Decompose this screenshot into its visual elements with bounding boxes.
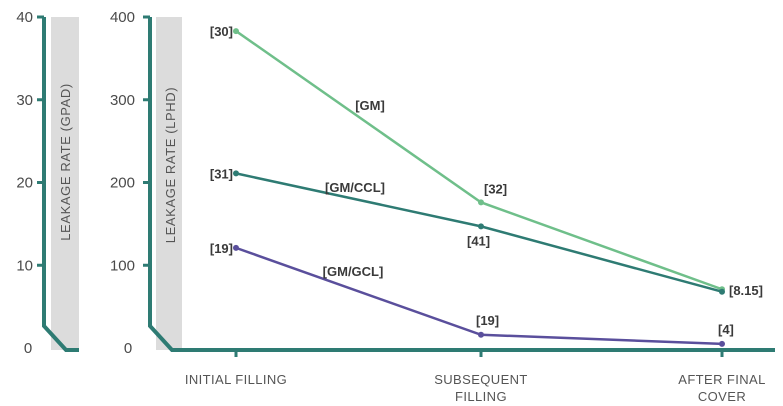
x-category-label: INITIAL FILLING [185,372,287,387]
left-tick-label: 40 [16,9,33,26]
data-point [478,223,484,230]
x-category-label: SUBSEQUENT FILLING [434,372,528,404]
data-point-label: [19] [476,313,499,328]
x-category-line: INITIAL FILLING [185,372,287,387]
right-y-axis: 0 100 200 300 400 LEAKAGE RATE (LPHD) [110,9,775,357]
series-name-label: [GM/CCL] [325,180,385,195]
data-point [478,331,484,338]
left-y-axis: 0 10 20 30 40 LEAKAGE RATE (GPAD) [16,9,79,357]
data-point-label: [19] [210,241,233,256]
x-category-line: SUBSEQUENT [434,372,528,387]
data-point-label: [31] [210,166,233,181]
series-layer [233,28,725,347]
series-name-label: [GM/GCL] [323,264,384,279]
data-point [719,340,725,347]
data-point [478,199,484,206]
right-axis-line [148,17,775,352]
data-point-label: [30] [210,24,233,39]
x-category-line: FILLING [455,389,507,404]
label-layer: [GM] [GM/CCL] [GM/GCL] [30] [32] [8.15] [31] [4… [210,24,763,337]
left-axis-band [51,17,79,350]
left-tick-label: 0 [24,340,32,357]
right-tick-label: 0 [124,340,132,357]
right-axis-title: LEAKAGE RATE (LPHD) [163,87,178,243]
left-axis-title: LEAKAGE RATE (GPAD) [58,83,73,241]
data-point-label: [32] [484,181,507,196]
left-tick-label: 20 [16,175,33,192]
x-axis: INITIAL FILLING SUBSEQUENT FILLING AFTER FI… [185,350,765,404]
right-axis-band [156,17,182,350]
data-point-label: [4] [718,322,734,337]
left-tick-label: 10 [16,257,33,274]
x-category-line: COVER [698,389,746,404]
right-tick-label: 400 [110,9,135,26]
right-tick-label: 100 [110,257,135,274]
data-point [233,28,239,35]
x-category-line: AFTER FINAL [678,372,765,387]
data-point-label: [41] [467,233,490,248]
series-name-label: [GM] [355,98,385,113]
right-tick-label: 200 [110,175,135,192]
data-point [719,288,725,295]
series-line [235,30,723,291]
x-category-label: AFTER FINAL COVER [678,372,765,404]
data-point [233,244,239,251]
data-point-label: [8.15] [729,283,763,298]
left-axis-line [42,17,79,352]
right-tick-label: 300 [110,92,135,109]
left-tick-label: 30 [16,92,33,109]
data-point [233,170,239,177]
